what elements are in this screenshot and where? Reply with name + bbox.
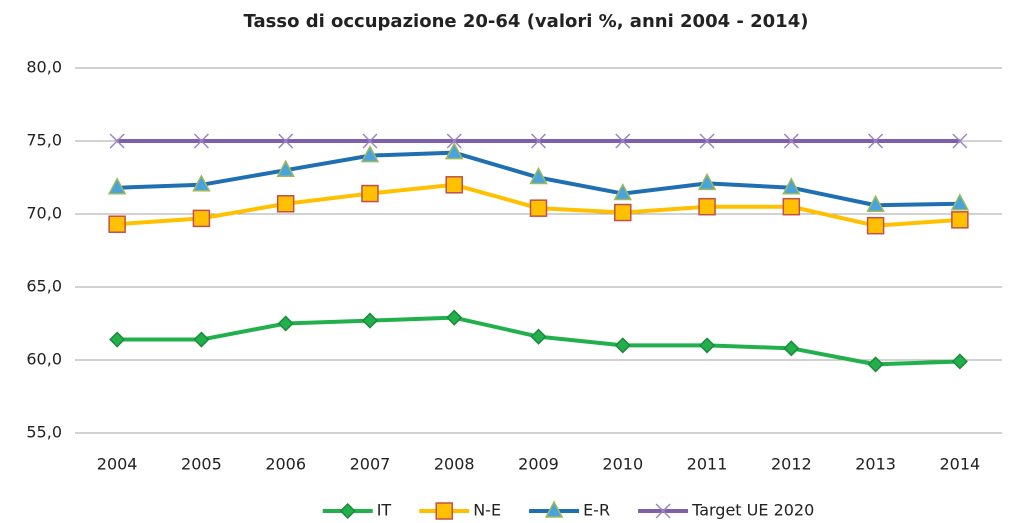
y-tick-label: 70,0 bbox=[26, 204, 62, 223]
marker bbox=[276, 159, 295, 177]
x-tick-label: 2008 bbox=[434, 455, 475, 474]
marker bbox=[615, 133, 631, 149]
legend-label: E-R bbox=[583, 501, 610, 520]
y-tick-label: 60,0 bbox=[26, 350, 62, 369]
marker bbox=[109, 133, 125, 149]
marker bbox=[655, 503, 671, 519]
marker bbox=[867, 356, 884, 373]
x-tick-label: 2013 bbox=[855, 455, 896, 474]
marker bbox=[783, 340, 800, 357]
x-tick-label: 2011 bbox=[687, 455, 728, 474]
marker bbox=[614, 203, 632, 222]
marker bbox=[277, 315, 294, 332]
x-tick-label: 2012 bbox=[771, 455, 812, 474]
marker bbox=[446, 309, 463, 326]
marker bbox=[868, 133, 884, 149]
legend-label: Target UE 2020 bbox=[691, 501, 814, 520]
marker bbox=[361, 184, 379, 203]
x-tick-label: 2004 bbox=[97, 455, 138, 474]
legend-item: E-R bbox=[529, 500, 610, 520]
marker bbox=[952, 133, 968, 149]
marker bbox=[339, 502, 356, 520]
legend: IT N-E E-R Target UE 2020 bbox=[322, 500, 814, 520]
legend-label: IT bbox=[377, 501, 392, 520]
marker bbox=[951, 211, 969, 229]
chart-title: Tasso di occupazione 20-64 (valori %, an… bbox=[244, 11, 809, 32]
y-tick-label: 80,0 bbox=[26, 58, 62, 77]
marker bbox=[613, 182, 633, 201]
y-tick-label: 65,0 bbox=[26, 277, 62, 296]
marker bbox=[109, 331, 126, 348]
marker bbox=[530, 328, 547, 345]
marker bbox=[782, 177, 801, 195]
marker bbox=[782, 197, 801, 216]
legend-item: IT bbox=[322, 501, 392, 520]
marker bbox=[444, 142, 464, 160]
marker bbox=[435, 502, 453, 520]
x-tick-label: 2007 bbox=[350, 455, 391, 474]
legend-item: Target UE 2020 bbox=[638, 501, 814, 520]
marker bbox=[278, 133, 294, 149]
marker bbox=[951, 353, 968, 370]
marker bbox=[276, 195, 295, 213]
marker bbox=[866, 194, 885, 212]
x-tick-label: 2009 bbox=[518, 455, 559, 474]
marker bbox=[530, 133, 547, 149]
marker bbox=[445, 176, 463, 194]
marker bbox=[360, 145, 380, 163]
marker bbox=[866, 216, 885, 235]
marker bbox=[361, 312, 379, 329]
x-tick-label: 2010 bbox=[602, 455, 643, 474]
legend-item: N-E bbox=[419, 501, 501, 520]
marker bbox=[108, 215, 126, 233]
marker bbox=[192, 174, 211, 192]
marker bbox=[529, 166, 548, 185]
marker bbox=[529, 199, 548, 217]
marker bbox=[698, 197, 716, 216]
marker bbox=[614, 337, 631, 354]
marker bbox=[107, 177, 127, 195]
marker bbox=[362, 133, 378, 149]
marker bbox=[697, 172, 717, 191]
marker bbox=[446, 133, 462, 149]
marker bbox=[783, 133, 799, 149]
y-tick-label: 75,0 bbox=[26, 131, 62, 150]
marker bbox=[193, 133, 209, 149]
y-tick-label: 55,0 bbox=[26, 423, 62, 442]
x-tick-label: 2014 bbox=[940, 455, 981, 474]
legend-label: N-E bbox=[473, 501, 501, 520]
x-tick-label: 2005 bbox=[181, 455, 222, 474]
marker bbox=[544, 500, 564, 518]
marker bbox=[699, 133, 715, 149]
marker bbox=[698, 337, 716, 354]
marker bbox=[192, 209, 211, 228]
marker bbox=[193, 331, 210, 348]
x-tick-label: 2006 bbox=[265, 455, 306, 474]
marker bbox=[950, 193, 970, 211]
